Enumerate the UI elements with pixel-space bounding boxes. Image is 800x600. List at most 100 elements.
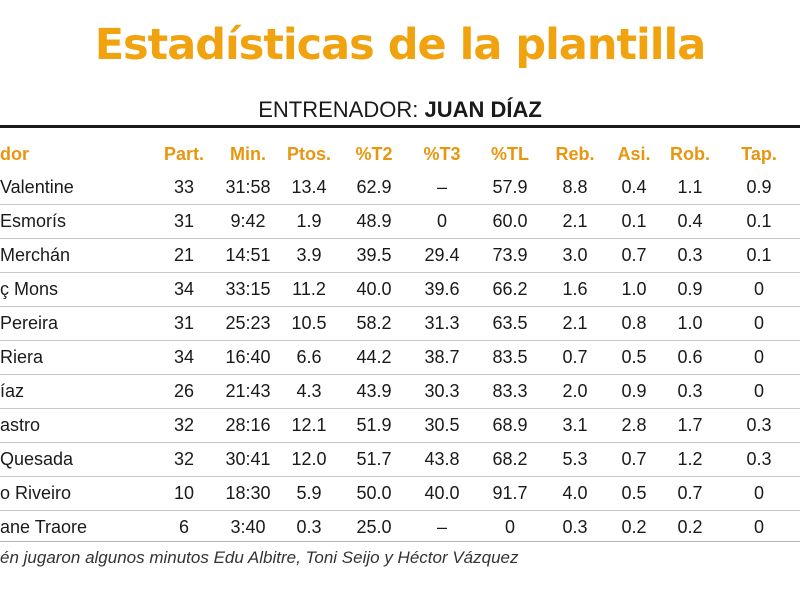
cell-t2-pct: 58.2 (340, 306, 408, 341)
header-assists: Asi. (617, 143, 651, 164)
cell-games: 31 (150, 204, 218, 239)
cell-player-name: ç Mons (0, 272, 150, 307)
cell-points: 1.9 (278, 204, 340, 239)
cell-rebounds: 2.1 (544, 306, 606, 341)
bottom-rule (0, 541, 800, 542)
cell-tl-pct: 68.2 (476, 442, 544, 477)
cell-blocks: 0 (718, 306, 800, 341)
cell-rebounds: 3.1 (544, 408, 606, 443)
cell-minutes: 16:40 (218, 340, 278, 375)
cell-games: 6 (178, 517, 189, 537)
cell-points: 12.1 (278, 408, 340, 443)
cell-t2-pct: 50.0 (340, 476, 408, 511)
cell-steals: 1.1 (662, 171, 718, 205)
cell-assists: 0.8 (606, 306, 662, 341)
cell-assists: 0.5 (606, 476, 662, 511)
cell-t3-pct: 38.7 (408, 340, 476, 375)
cell-minutes: 30:41 (218, 442, 278, 477)
cell-t2-pct: 39.5 (340, 238, 408, 273)
cell-blocks: 0 (753, 517, 764, 537)
cell-blocks: 0.3 (718, 442, 800, 477)
cell-t3-pct: 30.5 (408, 408, 476, 443)
cell-steals: 0.4 (662, 204, 718, 239)
cell-tl-pct: 66.2 (476, 272, 544, 307)
cell-player-name: ane Traore (0, 517, 88, 537)
cell-t3-pct: 31.3 (408, 306, 476, 341)
cell-steals: 0.6 (662, 340, 718, 375)
cell-games: 32 (150, 408, 218, 443)
cell-t2-pct: 48.9 (340, 204, 408, 239)
header-player: dor (0, 143, 29, 164)
cell-rebounds: 2.0 (544, 374, 606, 409)
cell-points: 5.9 (278, 476, 340, 511)
cell-steals: 1.2 (662, 442, 718, 477)
footnote: én jugaron algunos minutos Edu Albitre, … (0, 548, 519, 567)
stats-table: dor Part. Min. Ptos. %T2 %T3 %TL Reb. As… (0, 137, 800, 544)
cell-t3-pct: 0 (408, 204, 476, 239)
cell-t3-pct: 43.8 (408, 442, 476, 477)
cell-tl-pct: 73.9 (476, 238, 544, 273)
cell-rebounds: 3.0 (544, 238, 606, 273)
cell-t3-pct: 39.6 (408, 272, 476, 307)
cell-minutes: 31:58 (218, 171, 278, 205)
cell-rebounds: 8.8 (544, 171, 606, 205)
cell-t2-pct: 40.0 (340, 272, 408, 307)
cell-player-name: Valentine (0, 171, 150, 205)
table-row: Valentine 33 31:58 13.4 62.9–57.9 8.8 0.4 1.1 0.… (0, 171, 800, 205)
cell-t2-pct: 43.9 (340, 374, 408, 409)
table-row: ane Traore 6 3:40 0.3 25.0 – 0 0.3 0.2 0.2 0 (0, 511, 800, 545)
cell-assists: 0.1 (606, 204, 662, 239)
cell-points: 12.0 (278, 442, 340, 477)
coach-label: ENTRENADOR: (258, 97, 419, 122)
cell-steals: 0.9 (662, 272, 718, 307)
cell-assists: 0.5 (606, 340, 662, 375)
cell-games: 33 (150, 171, 218, 205)
cell-points: 11.2 (278, 272, 340, 307)
cell-minutes: 18:30 (218, 476, 278, 511)
cell-minutes: 25:23 (218, 306, 278, 341)
cell-t2-pct: 25.0 (356, 517, 392, 537)
cell-tl-pct: 83.3 (476, 374, 544, 409)
cell-games: 32 (150, 442, 218, 477)
cell-t3-pct: – (408, 171, 476, 205)
cell-blocks: 0 (718, 374, 800, 409)
cell-points: 6.6 (278, 340, 340, 375)
cell-points: 3.9 (278, 238, 340, 273)
cell-blocks: 0 (718, 476, 800, 511)
table-row: Esmorís 31 9:42 1.9 48.9 0 60.0 2.1 0.1 0.4 0.1 (0, 204, 800, 239)
table-row: Quesada 32 30:41 12.0 51.7 43.8 68.2 5.3 0.7 1.2 0… (0, 442, 800, 477)
header-games: Part. (163, 143, 205, 164)
cell-steals: 0.3 (662, 374, 718, 409)
cell-games: 34 (150, 272, 218, 307)
cell-player-name: Riera (0, 340, 150, 375)
cell-points: 13.4 (278, 171, 340, 205)
cell-rebounds: 5.3 (544, 442, 606, 477)
header-steals: Rob. (670, 143, 710, 164)
table-row: ç Mons 34 33:15 11.2 40.0 39.6 66.2 1.6 1.0 0.9 0 (0, 272, 800, 307)
header-blocks: Tap. (741, 143, 777, 164)
header-t2: %T2 (355, 143, 393, 164)
cell-steals: 0.2 (677, 517, 703, 537)
cell-player-name: Merchán (0, 238, 150, 273)
table-row: Pereira 31 25:23 10.5 58.2 31.3 63.5 2.1 0.8 1.0 0 (0, 306, 800, 341)
cell-rebounds: 4.0 (544, 476, 606, 511)
cell-rebounds: 2.1 (544, 204, 606, 239)
cell-games: 21 (150, 238, 218, 273)
cell-assists: 1.0 (606, 272, 662, 307)
header-points: Ptos. (286, 143, 331, 164)
cell-t3-pct: 40.0 (408, 476, 476, 511)
table-row: o Riveiro 10 18:30 5.9 50.0 40.0 91.7 4.0 0.5 0.7… (0, 476, 800, 511)
cell-steals: 0.3 (662, 238, 718, 273)
cell-tl-pct: 91.7 (476, 476, 544, 511)
cell-assists: 0.4 (606, 171, 662, 205)
cell-tl-pct: 0 (504, 517, 515, 537)
cell-steals: 1.0 (662, 306, 718, 341)
cell-rebounds: 0.3 (562, 517, 588, 537)
cell-steals: 1.7 (662, 408, 718, 443)
top-rule (0, 125, 800, 128)
cell-tl-pct: 63.5 (476, 306, 544, 341)
cell-points: 4.3 (278, 374, 340, 409)
cell-blocks: 0 (718, 272, 800, 307)
cell-player-name: Esmorís (0, 204, 150, 239)
table-row: astro 32 28:16 12.1 51.9 30.5 68.9 3.1 2.8 1.7 0.3 (0, 408, 800, 443)
